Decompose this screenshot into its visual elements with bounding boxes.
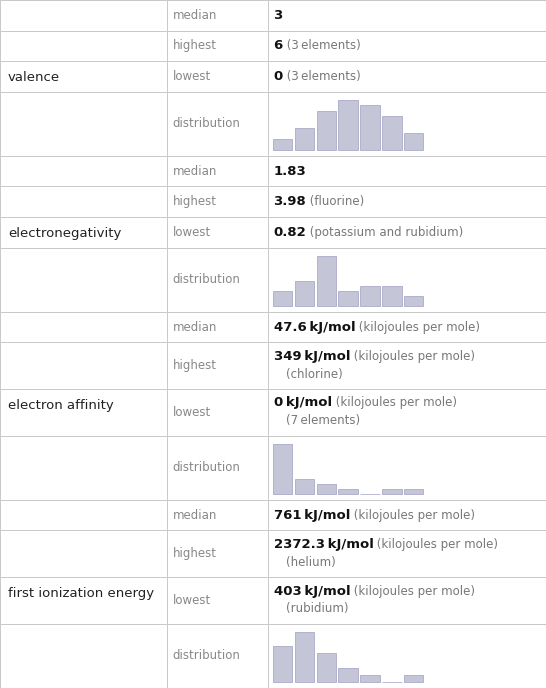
Text: (kilojoules per mole): (kilojoules per mole) xyxy=(373,538,498,551)
Text: 403 kJ/mol: 403 kJ/mol xyxy=(274,585,350,598)
Bar xyxy=(339,100,358,150)
Bar xyxy=(295,479,314,494)
Bar xyxy=(360,675,379,682)
Text: (rubidium): (rubidium) xyxy=(286,602,348,615)
Text: electron affinity: electron affinity xyxy=(8,400,114,412)
Bar xyxy=(404,133,423,150)
Bar xyxy=(317,484,336,494)
Text: highest: highest xyxy=(173,547,217,560)
Text: 3: 3 xyxy=(274,9,283,22)
Text: lowest: lowest xyxy=(173,594,211,607)
Text: distribution: distribution xyxy=(173,117,240,130)
Text: (fluorine): (fluorine) xyxy=(306,195,365,208)
Text: valence: valence xyxy=(8,72,60,85)
Text: 1.83: 1.83 xyxy=(274,164,306,178)
Text: (kilojoules per mole): (kilojoules per mole) xyxy=(350,508,475,522)
Bar xyxy=(295,632,314,682)
Text: median: median xyxy=(173,164,217,178)
Bar xyxy=(295,281,314,306)
Bar xyxy=(339,667,358,682)
Bar xyxy=(317,255,336,306)
Text: highest: highest xyxy=(173,39,217,52)
Text: (kilojoules per mole): (kilojoules per mole) xyxy=(331,396,456,409)
Bar xyxy=(339,291,358,306)
Text: 761 kJ/mol: 761 kJ/mol xyxy=(274,508,350,522)
Text: 47.6 kJ/mol: 47.6 kJ/mol xyxy=(274,321,355,334)
Bar xyxy=(317,654,336,682)
Bar xyxy=(273,291,292,306)
Bar xyxy=(404,489,423,494)
Text: distribution: distribution xyxy=(173,649,240,663)
Text: highest: highest xyxy=(173,195,217,208)
Text: (kilojoules per mole): (kilojoules per mole) xyxy=(350,585,475,598)
Bar xyxy=(295,127,314,150)
Bar xyxy=(273,646,292,682)
Text: 0: 0 xyxy=(274,70,283,83)
Bar xyxy=(273,139,292,150)
Text: 349 kJ/mol: 349 kJ/mol xyxy=(274,350,350,363)
Text: (kilojoules per mole): (kilojoules per mole) xyxy=(355,321,480,334)
Bar xyxy=(382,116,401,150)
Text: (chlorine): (chlorine) xyxy=(286,367,342,380)
Text: (7 elements): (7 elements) xyxy=(286,414,360,427)
Text: electronegativity: electronegativity xyxy=(8,228,121,240)
Text: lowest: lowest xyxy=(173,226,211,239)
Text: (3 elements): (3 elements) xyxy=(283,39,360,52)
Text: (kilojoules per mole): (kilojoules per mole) xyxy=(350,350,475,363)
Text: first ionization energy: first ionization energy xyxy=(8,588,154,601)
Text: median: median xyxy=(173,508,217,522)
Bar xyxy=(317,111,336,150)
Bar xyxy=(382,489,401,494)
Text: median: median xyxy=(173,321,217,334)
Text: 3.98: 3.98 xyxy=(274,195,306,208)
Text: (3 elements): (3 elements) xyxy=(283,70,360,83)
Text: (potassium and rubidium): (potassium and rubidium) xyxy=(306,226,464,239)
Bar xyxy=(339,489,358,494)
Bar xyxy=(404,296,423,306)
Text: 2372.3 kJ/mol: 2372.3 kJ/mol xyxy=(274,538,373,551)
Bar xyxy=(273,444,292,494)
Text: 6: 6 xyxy=(274,39,283,52)
Bar xyxy=(360,286,379,306)
Text: distribution: distribution xyxy=(173,461,240,474)
Text: 0 kJ/mol: 0 kJ/mol xyxy=(274,396,331,409)
Bar xyxy=(404,675,423,682)
Text: distribution: distribution xyxy=(173,273,240,286)
Text: 0.82: 0.82 xyxy=(274,226,306,239)
Text: lowest: lowest xyxy=(173,406,211,419)
Text: lowest: lowest xyxy=(173,70,211,83)
Text: highest: highest xyxy=(173,359,217,372)
Bar xyxy=(360,105,379,150)
Text: median: median xyxy=(173,9,217,22)
Bar xyxy=(382,286,401,306)
Text: (helium): (helium) xyxy=(286,556,335,569)
